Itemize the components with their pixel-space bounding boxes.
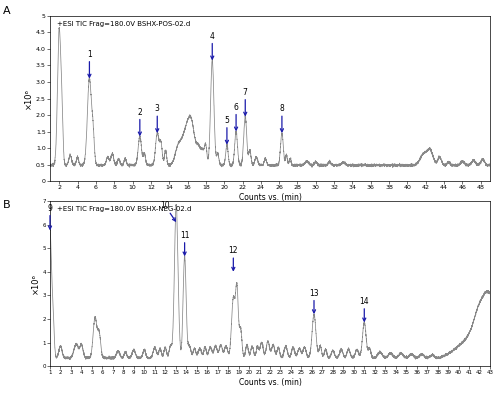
Text: 14: 14 [360,297,369,321]
Text: 6: 6 [234,103,238,130]
Text: 3: 3 [155,104,160,132]
Text: 7: 7 [243,88,248,115]
Text: +ESI TIC Frag=180.0V BSHX-POS-02.d: +ESI TIC Frag=180.0V BSHX-POS-02.d [56,21,190,27]
Text: A: A [2,6,10,16]
Text: 10: 10 [160,201,176,221]
Text: 5: 5 [224,116,230,143]
Text: 12: 12 [228,246,238,270]
Text: 2: 2 [138,108,142,135]
Text: 13: 13 [309,289,319,313]
Y-axis label: ×10⁶: ×10⁶ [30,273,40,294]
Text: 8: 8 [280,104,284,132]
X-axis label: Counts vs. (min): Counts vs. (min) [238,378,302,387]
Text: 4: 4 [210,32,214,59]
Text: B: B [2,200,10,210]
X-axis label: Counts vs. (min): Counts vs. (min) [238,193,302,202]
Y-axis label: ×10⁶: ×10⁶ [24,88,33,109]
Text: 1: 1 [87,50,92,77]
Text: +ESI TIC Frag=180.0V BSHX-NEG-02.d: +ESI TIC Frag=180.0V BSHX-NEG-02.d [56,206,191,212]
Text: 9: 9 [48,204,52,229]
Text: 11: 11 [180,231,190,255]
